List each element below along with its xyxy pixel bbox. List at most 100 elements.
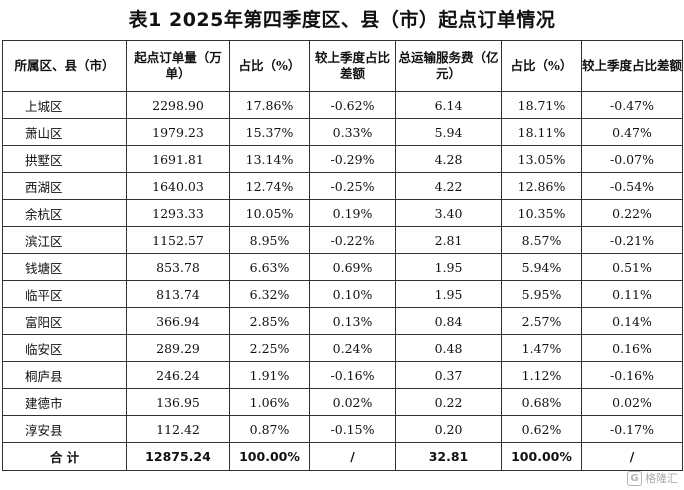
total-fee-share-diff: / (581, 442, 683, 471)
header-district: 所属区、县（市） (2, 40, 127, 92)
cell-order-share: 17.86% (229, 91, 310, 119)
cell-transport-fee: 0.37 (395, 361, 502, 389)
watermark: G 格隆汇 (627, 470, 678, 486)
cell-district: 滨江区 (2, 226, 127, 254)
cell-order-share: 2.85% (229, 307, 310, 335)
cell-fee-share-diff: -0.21% (581, 226, 683, 254)
cell-fee-share-diff: 0.16% (581, 334, 683, 362)
table-row: 萧山区 1979.23 15.37% 0.33% 5.94 18.11% 0.47% (2, 118, 683, 146)
table-row: 建德市 136.95 1.06% 0.02% 0.22 0.68% 0.02% (2, 388, 683, 416)
cell-fee-share: 1.12% (501, 361, 582, 389)
cell-fee-share: 10.35% (501, 199, 582, 227)
cell-fee-share-diff: 0.14% (581, 307, 683, 335)
cell-fee-share: 0.68% (501, 388, 582, 416)
cell-order-volume: 853.78 (126, 253, 230, 281)
cell-order-share: 6.32% (229, 280, 310, 308)
header-order-share-diff: 较上季度占比差额 (309, 40, 396, 92)
cell-transport-fee: 4.28 (395, 145, 502, 173)
total-order-share: 100.00% (229, 442, 310, 471)
cell-order-share: 1.91% (229, 361, 310, 389)
cell-order-share-diff: -0.25% (309, 172, 396, 200)
cell-transport-fee: 4.22 (395, 172, 502, 200)
cell-fee-share-diff: -0.47% (581, 91, 683, 119)
cell-fee-share: 18.71% (501, 91, 582, 119)
cell-transport-fee: 3.40 (395, 199, 502, 227)
cell-order-volume: 1152.57 (126, 226, 230, 254)
table-row: 临平区 813.74 6.32% 0.10% 1.95 5.95% 0.11% (2, 280, 683, 308)
cell-fee-share-diff: -0.17% (581, 415, 683, 443)
cell-district: 建德市 (2, 388, 127, 416)
cell-order-volume: 289.29 (126, 334, 230, 362)
table-body: 上城区 2298.90 17.86% -0.62% 6.14 18.71% -0.47% 萧山… (2, 91, 683, 443)
table-row: 拱墅区 1691.81 13.14% -0.29% 4.28 13.05% -0.07% (2, 145, 683, 173)
cell-order-volume: 1640.03 (126, 172, 230, 200)
header-order-volume: 起点订单量（万单） (126, 40, 230, 92)
table-title: 表1 2025年第四季度区、县（市）起点订单情况 (128, 9, 556, 31)
cell-order-share: 1.06% (229, 388, 310, 416)
cell-district: 上城区 (2, 91, 127, 119)
cell-district: 临平区 (2, 280, 127, 308)
header-row: 所属区、县（市） 起点订单量（万单） 占比（%） 较上季度占比差额 总运输服务费… (2, 40, 683, 92)
cell-transport-fee: 6.14 (395, 91, 502, 119)
table-row: 余杭区 1293.33 10.05% 0.19% 3.40 10.35% 0.22% (2, 199, 683, 227)
cell-fee-share-diff: 0.22% (581, 199, 683, 227)
cell-order-share-diff: 0.24% (309, 334, 396, 362)
cell-order-share: 6.63% (229, 253, 310, 281)
cell-order-share: 12.74% (229, 172, 310, 200)
cell-fee-share-diff: -0.07% (581, 145, 683, 173)
table-row: 滨江区 1152.57 8.95% -0.22% 2.81 8.57% -0.21% (2, 226, 683, 254)
cell-fee-share: 13.05% (501, 145, 582, 173)
cell-order-share: 15.37% (229, 118, 310, 146)
cell-fee-share: 0.62% (501, 415, 582, 443)
cell-order-share-diff: -0.15% (309, 415, 396, 443)
cell-transport-fee: 1.95 (395, 253, 502, 281)
cell-order-share: 0.87% (229, 415, 310, 443)
cell-fee-share-diff: 0.51% (581, 253, 683, 281)
cell-order-share: 13.14% (229, 145, 310, 173)
cell-order-volume: 2298.90 (126, 91, 230, 119)
cell-district: 西湖区 (2, 172, 127, 200)
orders-table: 所属区、县（市） 起点订单量（万单） 占比（%） 较上季度占比差额 总运输服务费… (2, 40, 683, 471)
cell-order-share-diff: -0.62% (309, 91, 396, 119)
cell-order-share-diff: 0.69% (309, 253, 396, 281)
watermark-text: 格隆汇 (645, 472, 678, 485)
total-label: 合 计 (2, 442, 127, 471)
table-row: 上城区 2298.90 17.86% -0.62% 6.14 18.71% -0.47% (2, 91, 683, 119)
cell-order-volume: 112.42 (126, 415, 230, 443)
cell-district: 淳安县 (2, 415, 127, 443)
cell-order-volume: 1691.81 (126, 145, 230, 173)
cell-transport-fee: 1.95 (395, 280, 502, 308)
cell-district: 临安区 (2, 334, 127, 362)
cell-order-share-diff: -0.29% (309, 145, 396, 173)
total-transport-fee: 32.81 (395, 442, 502, 471)
cell-transport-fee: 0.22 (395, 388, 502, 416)
table-row: 临安区 289.29 2.25% 0.24% 0.48 1.47% 0.16% (2, 334, 683, 362)
cell-order-share: 10.05% (229, 199, 310, 227)
table-row: 钱塘区 853.78 6.63% 0.69% 1.95 5.94% 0.51% (2, 253, 683, 281)
cell-district: 钱塘区 (2, 253, 127, 281)
cell-order-share-diff: 0.02% (309, 388, 396, 416)
cell-district: 拱墅区 (2, 145, 127, 173)
cell-order-volume: 136.95 (126, 388, 230, 416)
cell-transport-fee: 0.84 (395, 307, 502, 335)
cell-order-share-diff: 0.13% (309, 307, 396, 335)
header-fee-share: 占比（%） (501, 40, 582, 92)
cell-order-share: 2.25% (229, 334, 310, 362)
cell-fee-share: 1.47% (501, 334, 582, 362)
watermark-logo-icon: G (627, 470, 642, 486)
cell-district: 富阳区 (2, 307, 127, 335)
table-row: 桐庐县 246.24 1.91% -0.16% 0.37 1.12% -0.16% (2, 361, 683, 389)
cell-fee-share: 8.57% (501, 226, 582, 254)
total-order-volume: 12875.24 (126, 442, 230, 471)
cell-transport-fee: 2.81 (395, 226, 502, 254)
cell-order-volume: 1293.33 (126, 199, 230, 227)
cell-order-volume: 1979.23 (126, 118, 230, 146)
cell-district: 萧山区 (2, 118, 127, 146)
total-fee-share: 100.00% (501, 442, 582, 471)
cell-district: 桐庐县 (2, 361, 127, 389)
cell-fee-share-diff: -0.16% (581, 361, 683, 389)
cell-fee-share: 5.95% (501, 280, 582, 308)
cell-order-share-diff: 0.19% (309, 199, 396, 227)
header-transport-fee: 总运输服务费（亿元） (395, 40, 502, 92)
cell-fee-share: 5.94% (501, 253, 582, 281)
